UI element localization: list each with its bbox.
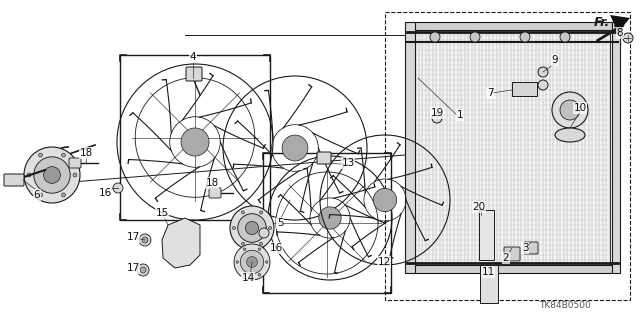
Bar [263,153,391,293]
Text: 16: 16 [99,188,111,198]
Text: 14: 14 [241,273,255,283]
Bar [479,210,494,260]
FancyBboxPatch shape [186,67,202,81]
Circle shape [259,228,269,238]
Circle shape [538,67,548,77]
Text: 2: 2 [502,253,509,263]
Circle shape [181,128,209,156]
Circle shape [27,173,31,177]
Circle shape [61,153,65,157]
Circle shape [258,248,260,250]
Circle shape [269,226,271,230]
Circle shape [319,207,341,229]
Circle shape [246,256,257,267]
Text: 20: 20 [472,202,486,212]
Text: 18: 18 [79,148,93,158]
Circle shape [520,32,530,42]
Text: 12: 12 [378,257,390,267]
Text: 11: 11 [481,267,495,277]
Circle shape [241,242,244,245]
Text: 17: 17 [126,232,140,242]
Ellipse shape [555,128,585,142]
Text: 4: 4 [189,52,196,62]
FancyBboxPatch shape [209,188,221,198]
Bar [385,12,630,300]
Bar [120,55,270,220]
Text: 5: 5 [276,218,284,228]
Text: Fr.: Fr. [594,16,611,29]
Circle shape [140,267,146,273]
Circle shape [34,157,70,193]
Circle shape [623,33,633,43]
Text: 6: 6 [34,190,40,200]
Circle shape [142,237,148,243]
Circle shape [38,153,42,157]
Text: 1: 1 [457,110,463,120]
Circle shape [258,273,260,276]
Circle shape [236,261,239,263]
Circle shape [243,273,246,276]
Polygon shape [610,15,630,32]
Polygon shape [162,218,200,268]
Circle shape [560,100,580,120]
Bar [405,22,415,273]
Circle shape [44,167,60,183]
FancyBboxPatch shape [524,242,538,254]
FancyBboxPatch shape [69,158,81,168]
Circle shape [245,221,259,234]
Circle shape [259,211,262,214]
Circle shape [232,226,236,230]
Circle shape [61,193,65,197]
FancyBboxPatch shape [504,247,520,261]
Circle shape [266,261,268,263]
Text: 15: 15 [156,208,168,218]
Circle shape [430,32,440,42]
Text: 7: 7 [486,88,493,98]
Circle shape [470,32,480,42]
Circle shape [113,183,123,193]
Bar [413,22,612,30]
Text: 10: 10 [573,103,587,113]
FancyBboxPatch shape [317,152,331,164]
Circle shape [282,135,308,161]
Circle shape [237,214,266,242]
Text: 19: 19 [430,108,444,118]
Circle shape [243,248,246,250]
Circle shape [259,242,262,245]
Text: TK84B0500: TK84B0500 [539,300,591,309]
Circle shape [240,250,264,274]
Text: 17: 17 [126,263,140,273]
Bar [612,22,620,273]
Circle shape [560,32,570,42]
Text: 13: 13 [341,158,355,168]
Bar [512,82,537,96]
Circle shape [38,193,42,197]
Circle shape [137,264,149,276]
Circle shape [373,188,397,212]
Circle shape [538,80,548,90]
Circle shape [432,113,442,123]
Circle shape [234,244,270,280]
Circle shape [241,211,244,214]
Bar [480,265,498,303]
Bar [413,265,612,273]
Bar [415,30,610,265]
Circle shape [139,234,151,246]
Circle shape [73,173,77,177]
Circle shape [552,92,588,128]
Text: 16: 16 [269,243,283,253]
FancyBboxPatch shape [4,174,24,186]
Circle shape [24,147,80,203]
Text: 3: 3 [522,243,528,253]
Circle shape [230,206,274,250]
Text: 8: 8 [617,28,623,38]
Text: 18: 18 [205,178,219,188]
Text: 9: 9 [552,55,558,65]
